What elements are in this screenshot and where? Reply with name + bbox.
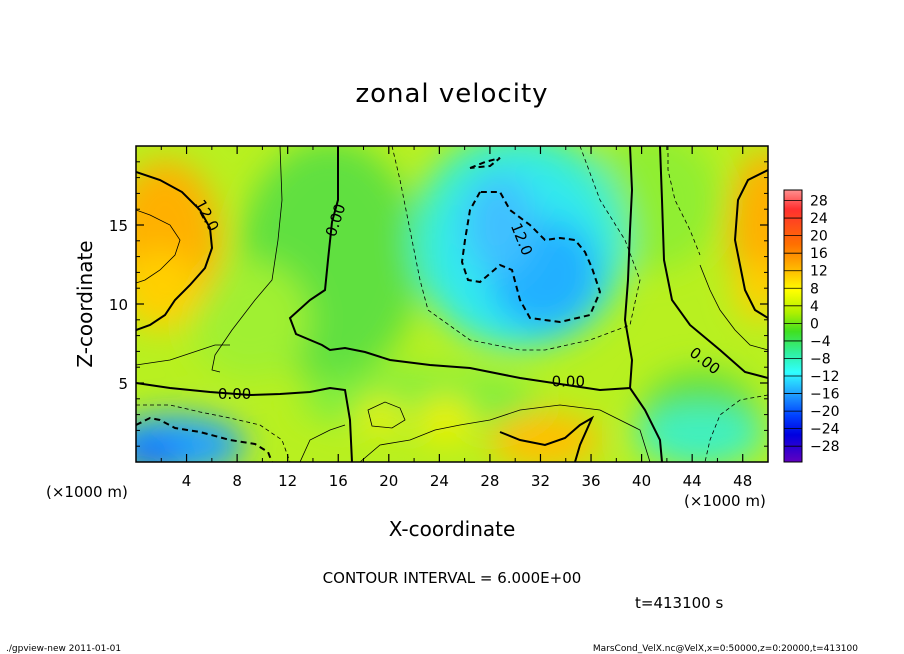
- colorbar-label-2: 20: [810, 229, 828, 245]
- x-tick-label-11: 48: [733, 472, 752, 490]
- x-tick-label-1: 8: [232, 472, 242, 490]
- time-label: t=413100 s: [635, 594, 723, 612]
- contour-thin-6-right: [699, 264, 768, 351]
- colorbar-label-12: −20: [810, 404, 840, 420]
- contour-label-3: 0.00: [218, 385, 251, 403]
- heatmap-field: [136, 146, 768, 462]
- contour-thin-6-bottom-mid: [359, 404, 651, 462]
- y-tick-label-1: 10: [109, 296, 128, 314]
- x-axis: 4 8 12 16 20 24 28 32 36 40 44 48: [160, 146, 752, 490]
- y-tick-label-0: 5: [118, 375, 128, 393]
- contour-lines: [136, 146, 768, 462]
- x-unit-right: (×1000 m): [684, 492, 766, 510]
- contour-zero-left: [288, 146, 634, 392]
- x-tick-label-10: 44: [683, 472, 702, 490]
- contour-12-lowerright: [499, 415, 595, 462]
- contour-neg12-top: [469, 157, 501, 169]
- contour-thin-6-loop: [367, 401, 406, 429]
- colorbar-label-8: −4: [810, 334, 831, 350]
- contour-zero-bottom: [136, 382, 353, 462]
- footer-program: ./gpview-new 2011-01-01: [6, 644, 121, 654]
- contour-12-left: [136, 171, 214, 331]
- colorbar-label-14: −28: [810, 439, 840, 455]
- x-tick-label-4: 20: [379, 472, 398, 490]
- x-tick-label-0: 4: [182, 472, 192, 490]
- x-tick-label-6: 28: [480, 472, 499, 490]
- x-axis-label: X-coordinate: [389, 517, 516, 541]
- x-tick-label-8: 36: [581, 472, 600, 490]
- x-tick-label-9: 40: [632, 472, 651, 490]
- y-tick-label-2: 15: [109, 217, 128, 235]
- contour-thin-6-lower: [299, 424, 346, 462]
- colorbar-label-11: −16: [810, 387, 840, 403]
- colorbar-label-3: 16: [810, 246, 828, 262]
- x-unit-left: (×1000 m): [46, 483, 128, 501]
- contour-12-right: [733, 169, 768, 319]
- colorbar-label-0: 28: [810, 194, 828, 210]
- contour-neg12-center: [460, 191, 602, 324]
- colorbar-label-10: −12: [810, 369, 840, 385]
- colorbar-label-6: 4: [810, 299, 819, 315]
- contour-thin-dash-neg6: [391, 146, 641, 351]
- contour-thin-dash-neg6-br: [704, 394, 768, 462]
- footer-source: MarsCond_VelX.nc@VelX,x=0:50000,z=0:2000…: [593, 644, 858, 654]
- x-tick-label-5: 24: [430, 472, 449, 490]
- contour-interval: CONTOUR INTERVAL = 6.000E+00: [323, 569, 582, 587]
- contour-neg12-bottomleft: [136, 416, 273, 462]
- contour-label-4: 0.00: [552, 372, 585, 390]
- x-tick-label-3: 16: [329, 472, 348, 490]
- contour-thin-dash-neg6-right: [667, 146, 701, 256]
- colorbar-label-9: −8: [810, 351, 831, 367]
- colorbar-label-7: 0: [810, 316, 819, 332]
- contour-thin-18-left: [136, 209, 181, 284]
- contour-thin-6-left: [211, 146, 283, 373]
- y-axis-label: Z-coordinate: [73, 240, 97, 367]
- contour-thin-6-mid: [136, 344, 230, 366]
- colorbar-label-13: −24: [810, 422, 840, 438]
- colorbar-label-4: 12: [810, 264, 828, 280]
- chart-title: zonal velocity: [355, 79, 548, 109]
- y-axis: 5 10 15: [109, 161, 768, 447]
- colorbar-fill: [783, 189, 803, 463]
- colorbar-label-1: 24: [810, 211, 828, 227]
- contour-zero-lower: [629, 387, 663, 462]
- contour-zero-right: [659, 146, 768, 379]
- x-tick-label-7: 32: [531, 472, 550, 490]
- x-tick-label-2: 12: [278, 472, 297, 490]
- colorbar-label-5: 8: [810, 281, 819, 297]
